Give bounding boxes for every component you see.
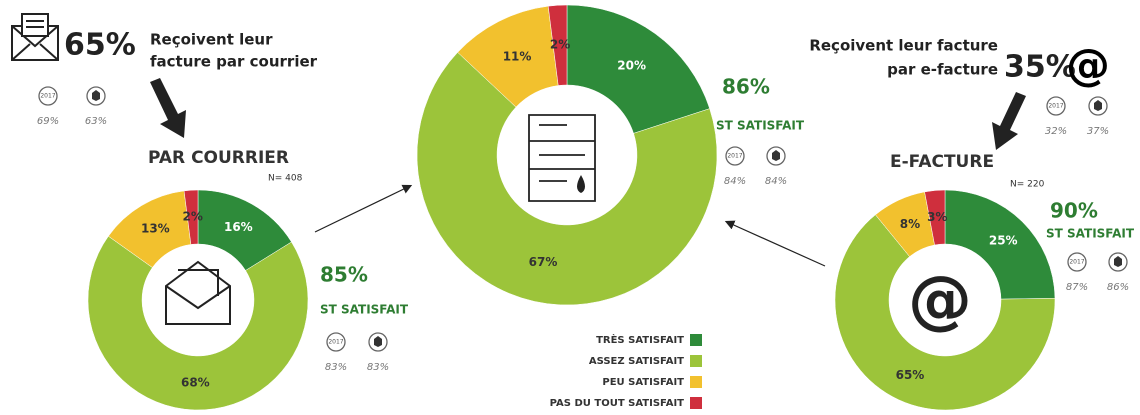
donut-slice <box>183 189 199 245</box>
slice-label: 2% <box>550 38 570 52</box>
caption: Reçoivent leur facture <box>809 37 998 55</box>
donut-slice <box>416 51 718 306</box>
arrow <box>150 78 186 138</box>
legend-label: TRÈS SATISFAIT <box>596 333 684 346</box>
slice-label: 25% <box>989 233 1018 247</box>
caption: Reçoivent leur <box>150 31 273 49</box>
badge-year: 2017 <box>1048 103 1063 110</box>
badge <box>326 332 346 352</box>
france-icon <box>92 90 100 101</box>
donut-slice <box>924 189 946 246</box>
chart-title: E-FACTURE <box>890 152 994 172</box>
slice-label: 67% <box>529 255 558 269</box>
badge-value: 87% <box>1066 282 1088 293</box>
badge-year: 2017 <box>727 153 742 160</box>
badge-value: 32% <box>1045 126 1067 137</box>
connector <box>724 220 826 267</box>
envelope-icon <box>165 260 231 325</box>
caption: facture par courrier <box>150 53 318 71</box>
badge <box>725 146 745 166</box>
slice-label: 68% <box>181 375 210 389</box>
france-icon <box>374 336 382 347</box>
badge-value: 84% <box>765 176 787 187</box>
summary-label: ST SATISFAIT <box>716 119 805 133</box>
badge-value: 83% <box>367 362 389 373</box>
badge <box>38 86 58 106</box>
badge-year: 2017 <box>328 339 343 346</box>
summary: 85% <box>320 263 368 287</box>
summary: 90% <box>1050 199 1098 223</box>
legend-swatch <box>690 397 702 409</box>
sample-size: N= 408 <box>268 174 303 184</box>
slice-label: 2% <box>183 210 203 224</box>
france-icon <box>1114 256 1122 267</box>
donut-slice <box>566 4 710 134</box>
slice-label: 16% <box>224 220 253 234</box>
share: 65% <box>64 28 136 63</box>
document-icon <box>528 114 596 202</box>
arrow <box>992 92 1026 150</box>
slice-label: 11% <box>503 49 532 63</box>
france-icon <box>1094 100 1102 111</box>
legend-swatch <box>690 334 702 346</box>
badge-value: 69% <box>37 116 59 127</box>
slice-label: 13% <box>141 221 170 235</box>
slice-label: 8% <box>900 217 920 231</box>
donut-slice <box>944 189 1056 300</box>
donut-slice <box>87 235 309 411</box>
envelope-icon <box>11 13 59 61</box>
badge-value: 84% <box>724 176 746 187</box>
caption: par e-facture <box>887 61 998 79</box>
summary-label: ST SATISFAIT <box>320 303 409 317</box>
badge-value: 86% <box>1107 282 1129 293</box>
badge-value: 37% <box>1087 126 1109 137</box>
drop-icon <box>577 175 585 193</box>
legend-label: PAS DU TOUT SATISFAIT <box>550 398 685 409</box>
badge-value: 83% <box>325 362 347 373</box>
badge-value: 63% <box>85 116 107 127</box>
donut-slice <box>547 4 568 86</box>
france-icon <box>772 150 780 161</box>
badge-year: 2017 <box>1069 259 1084 266</box>
legend-label: PEU SATISFAIT <box>602 377 684 388</box>
legend-swatch <box>690 355 702 367</box>
chart-title: PAR COURRIER <box>148 148 289 168</box>
badge-year: 2017 <box>40 93 55 100</box>
share: 35% <box>1004 50 1076 85</box>
slice-label: 3% <box>927 210 947 224</box>
at-icon: @ <box>1066 40 1110 91</box>
donut-slice <box>834 214 1056 411</box>
sample-size: N= 220 <box>1010 180 1045 190</box>
slice-label: 20% <box>617 59 646 73</box>
slice-label: 65% <box>896 368 925 382</box>
summary: 86% <box>722 75 770 99</box>
summary-label: ST SATISFAIT <box>1046 227 1135 241</box>
badge <box>1067 252 1087 272</box>
connector <box>314 184 413 233</box>
legend-swatch <box>690 376 702 388</box>
badge <box>1046 96 1066 116</box>
at-icon: @ <box>908 264 972 338</box>
legend-label: ASSEZ SATISFAIT <box>589 356 684 367</box>
